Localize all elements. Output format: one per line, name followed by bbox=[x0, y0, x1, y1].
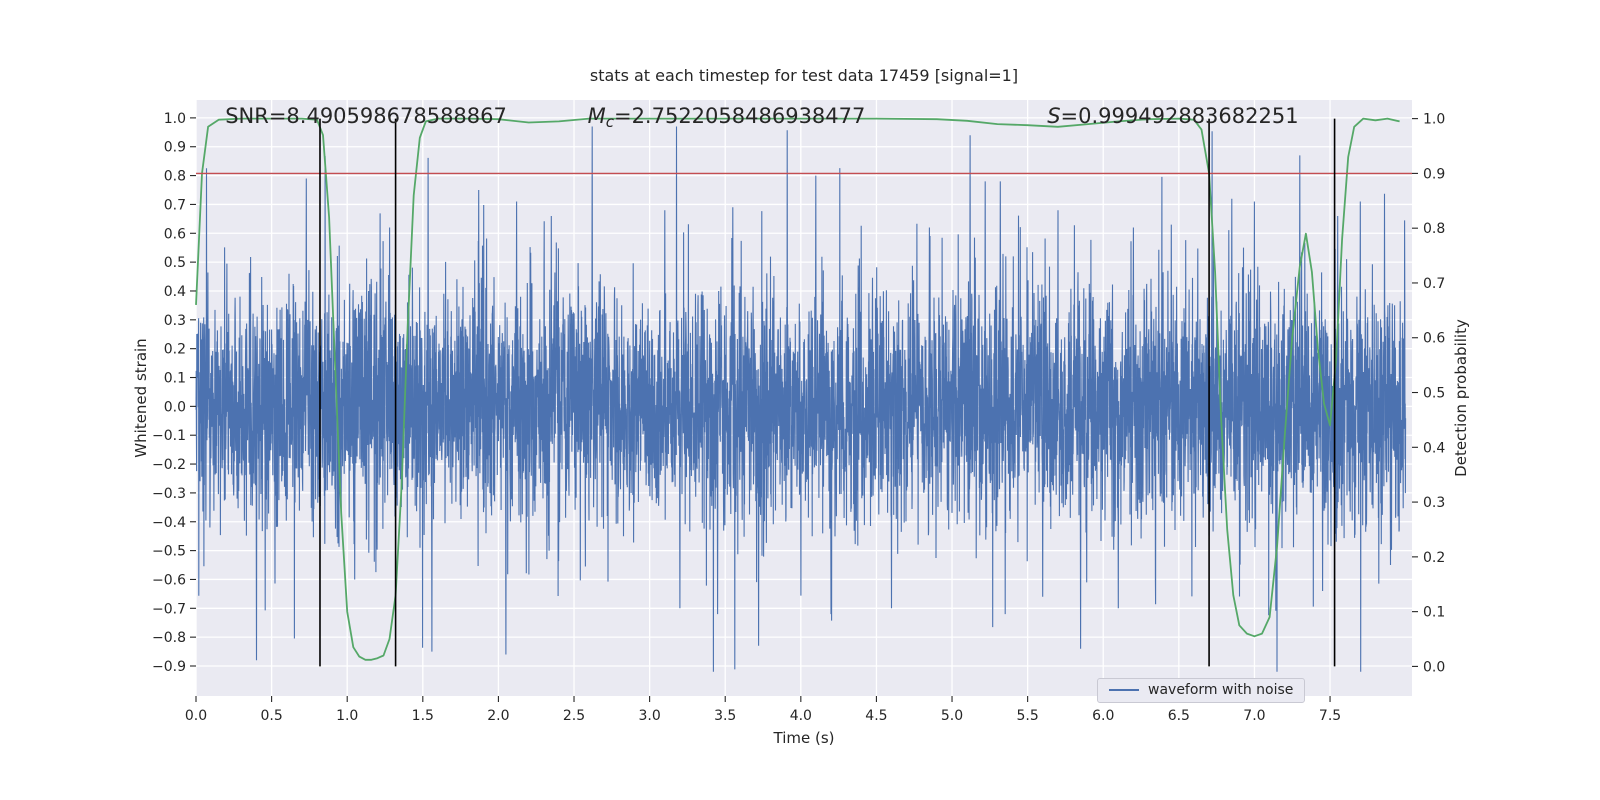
y-tick-label-left: −0.4 bbox=[152, 515, 186, 531]
x-tick-label: 7.5 bbox=[1319, 708, 1341, 724]
y-axis-label-left: Whitened strain bbox=[132, 338, 150, 458]
x-tick-label: 5.5 bbox=[1017, 708, 1039, 724]
legend-line-sample bbox=[1109, 689, 1139, 691]
x-tick-label: 7.0 bbox=[1243, 708, 1265, 724]
x-tick-label: 6.5 bbox=[1168, 708, 1190, 724]
annotation-snr: SNR=8.490598678588867 bbox=[225, 104, 507, 128]
y-tick-label-left: 0.8 bbox=[164, 169, 186, 185]
x-tick-label: 1.5 bbox=[412, 708, 434, 724]
y-tick-label-left: 0.3 bbox=[164, 313, 186, 329]
y-tick-label-left: 0.6 bbox=[164, 226, 186, 242]
y-tick-label-right: 0.4 bbox=[1423, 440, 1445, 456]
y-tick-label-right: 1.0 bbox=[1423, 112, 1445, 128]
y-tick-label-left: −0.6 bbox=[152, 572, 186, 588]
y-tick-label-left: −0.1 bbox=[152, 428, 186, 444]
y-tick-label-right: 0.5 bbox=[1423, 386, 1445, 402]
chart-title: stats at each timestep for test data 174… bbox=[589, 66, 1019, 85]
legend-label: waveform with noise bbox=[1148, 682, 1294, 698]
x-tick-label: 6.0 bbox=[1092, 708, 1114, 724]
y-tick-label-right: 0.8 bbox=[1423, 221, 1445, 237]
legend: waveform with noise bbox=[1097, 678, 1306, 703]
y-tick-label-right: 0.0 bbox=[1423, 659, 1445, 675]
x-tick-label: 5.0 bbox=[941, 708, 963, 724]
x-tick-label: 1.0 bbox=[336, 708, 358, 724]
y-tick-label-left: 0.4 bbox=[164, 284, 186, 300]
y-tick-label-right: 0.6 bbox=[1423, 331, 1445, 347]
y-tick-label-right: 0.3 bbox=[1423, 495, 1445, 511]
y-axis-label-right: Detection probability bbox=[1452, 319, 1470, 477]
y-tick-label-left: −0.9 bbox=[152, 659, 186, 675]
y-tick-label-left: 0.7 bbox=[164, 197, 186, 213]
x-tick-label: 0.0 bbox=[185, 708, 207, 724]
y-tick-label-left: 1.0 bbox=[164, 111, 186, 127]
y-tick-label-left: −0.8 bbox=[152, 630, 186, 646]
x-axis-label: Time (s) bbox=[773, 729, 835, 747]
y-tick-label-left: −0.3 bbox=[152, 486, 186, 502]
y-tick-label-left: 0.5 bbox=[164, 255, 186, 271]
series-waveform bbox=[195, 126, 1407, 672]
y-tick-label-right: 0.2 bbox=[1423, 550, 1445, 566]
x-tick-label: 2.0 bbox=[487, 708, 509, 724]
x-tick-label: 0.5 bbox=[260, 708, 282, 724]
y-tick-label-left: 0.0 bbox=[164, 399, 186, 415]
x-tick-label: 2.5 bbox=[563, 708, 585, 724]
y-tick-label-left: 0.2 bbox=[164, 342, 186, 358]
y-tick-label-left: 0.9 bbox=[164, 140, 186, 156]
y-tick-label-right: 0.7 bbox=[1423, 276, 1445, 292]
x-tick-label: 4.5 bbox=[865, 708, 887, 724]
x-tick-label: 3.0 bbox=[638, 708, 660, 724]
y-tick-label-left: −0.2 bbox=[152, 457, 186, 473]
y-tick-label-left: 0.1 bbox=[164, 371, 186, 387]
x-tick-label: 4.0 bbox=[790, 708, 812, 724]
y-tick-label-left: −0.5 bbox=[152, 544, 186, 560]
y-tick-label-right: 0.1 bbox=[1423, 605, 1445, 621]
y-tick-label-right: 0.9 bbox=[1423, 166, 1445, 182]
annotation-detection-statistic: S=0.999492883682251 bbox=[1047, 104, 1298, 128]
series-detection-probability bbox=[195, 117, 1400, 661]
annotation-chirp-mass: Mc=2.7522058486938477 bbox=[588, 104, 866, 131]
x-tick-label: 3.5 bbox=[714, 708, 736, 724]
y-tick-label-left: −0.7 bbox=[152, 601, 186, 617]
